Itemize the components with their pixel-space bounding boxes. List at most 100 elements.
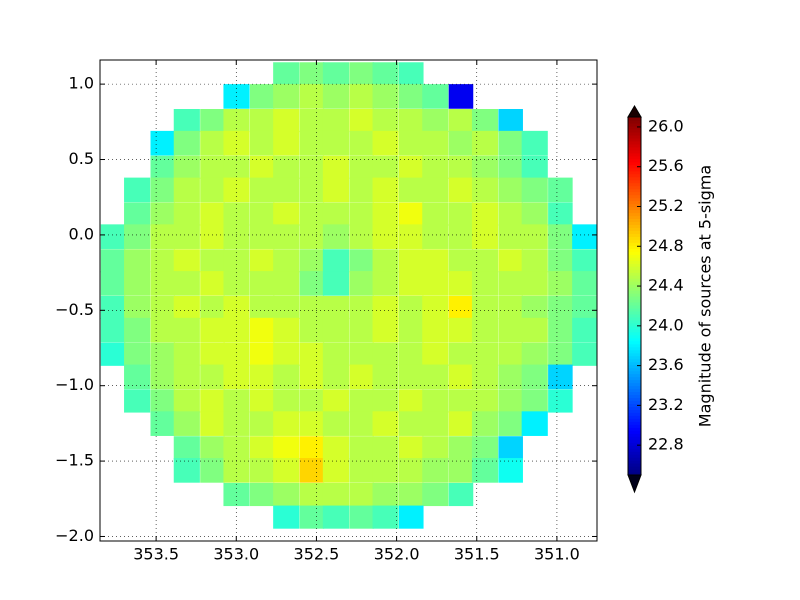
heatmap-cell xyxy=(299,482,325,507)
heatmap-cell xyxy=(399,130,424,156)
heatmap-cell xyxy=(548,202,573,226)
plot-frame xyxy=(99,59,598,542)
colorbar-segment xyxy=(628,200,641,205)
heatmap-cell xyxy=(150,224,176,249)
heatmap-cell xyxy=(349,249,374,273)
colorbar-segment xyxy=(628,361,641,366)
heatmap-cell xyxy=(200,411,225,436)
heatmap-cell xyxy=(173,317,200,343)
heatmap-cell xyxy=(299,364,325,390)
heatmap-cell xyxy=(372,130,399,156)
heatmap-cell xyxy=(422,224,449,249)
colorbar-segment xyxy=(628,436,641,440)
heatmap-cell xyxy=(422,389,449,413)
colorbar-segment xyxy=(628,370,641,375)
colorbar-segment xyxy=(628,433,641,437)
heatmap-cell xyxy=(448,317,474,343)
heatmap-cell xyxy=(572,224,597,249)
heatmap-cell xyxy=(521,295,548,320)
colorbar-segment xyxy=(628,298,641,303)
heatmap-cell xyxy=(349,130,374,156)
heatmap-cell xyxy=(150,342,176,366)
colorbar-segment xyxy=(628,430,641,434)
colorbar-tick-label: 25.2 xyxy=(648,196,684,215)
heatmap-cell xyxy=(498,155,523,179)
heatmap-cell xyxy=(521,130,548,156)
heatmap-cell xyxy=(521,317,548,343)
colorbar-segment xyxy=(628,179,641,184)
heatmap-cell xyxy=(372,436,399,460)
heatmap-cell xyxy=(322,295,349,320)
heatmap-cell xyxy=(349,411,374,436)
heatmap-cell xyxy=(372,317,399,343)
heatmap-cell xyxy=(124,342,151,366)
heatmap-cell xyxy=(249,177,275,203)
heatmap-cell xyxy=(150,295,176,320)
heatmap-cell xyxy=(150,271,176,296)
heatmap-cell xyxy=(498,411,523,436)
heatmap-cell xyxy=(448,155,474,179)
heatmap-cell xyxy=(322,342,349,366)
colorbar-segment xyxy=(628,281,641,285)
heatmap-cell xyxy=(173,155,200,179)
colorbar-segment xyxy=(628,215,641,220)
heatmap-cell xyxy=(150,177,176,203)
heatmap-cell xyxy=(548,317,573,343)
heatmap-cell xyxy=(372,177,399,203)
colorbar-segment xyxy=(628,245,641,249)
heatmap-cell xyxy=(521,389,548,413)
heatmap-cell xyxy=(322,177,349,203)
heatmap-cell xyxy=(249,109,275,133)
heatmap-cell xyxy=(273,342,300,366)
colorbar-segment xyxy=(628,469,641,473)
heatmap-cell xyxy=(200,295,225,320)
heatmap-cell xyxy=(349,202,374,226)
heatmap-cell xyxy=(223,295,250,320)
heatmap-cell xyxy=(273,155,300,179)
colorbar-segment xyxy=(628,352,641,357)
colorbar-segment xyxy=(628,343,641,348)
heatmap-cell xyxy=(173,249,200,273)
heatmap-cell xyxy=(249,271,275,296)
y-tick-label: 0.0 xyxy=(69,224,94,243)
heatmap-cell xyxy=(498,177,523,203)
heatmap-cell xyxy=(548,177,573,203)
heatmap-cell xyxy=(249,202,275,226)
colorbar-segment xyxy=(628,119,641,124)
heatmap-cell xyxy=(124,202,151,226)
heatmap-cell xyxy=(249,436,275,460)
colorbar-segment xyxy=(628,149,641,154)
heatmap-cell xyxy=(223,177,250,203)
heatmap-cell xyxy=(173,224,200,249)
heatmap-cell xyxy=(422,109,449,133)
colorbar-segment xyxy=(628,230,641,234)
colorbar-segment xyxy=(628,373,641,378)
heatmap-cell xyxy=(448,482,474,507)
heatmap-cell xyxy=(448,177,474,203)
colorbar-segment xyxy=(628,403,641,407)
heatmap-cell xyxy=(448,342,474,366)
heatmap-cell xyxy=(448,389,474,413)
heatmap-cell xyxy=(349,295,374,320)
heatmap-cell xyxy=(548,342,573,366)
colorbar-segment xyxy=(628,293,641,297)
heatmap-cell xyxy=(422,202,449,226)
colorbar-tick-label: 26.0 xyxy=(648,116,684,135)
x-tick-label: 353.5 xyxy=(133,545,179,564)
colorbar-segment xyxy=(628,131,641,136)
heatmap-cell xyxy=(273,271,300,296)
colorbar-segment xyxy=(628,176,641,181)
colorbar-label: Magnitude of sources at 5-sigma xyxy=(696,165,715,427)
heatmap-cell xyxy=(124,249,151,273)
heatmap-cell xyxy=(422,411,449,436)
heatmap-cell xyxy=(471,436,499,460)
heatmap-cell xyxy=(322,62,349,86)
colorbar-segment xyxy=(628,379,641,384)
heatmap-cell xyxy=(322,482,349,507)
heatmap-cell xyxy=(273,295,300,320)
heatmap-cell xyxy=(173,177,200,203)
heatmap-cell xyxy=(223,411,250,436)
colorbar-segment xyxy=(628,322,641,327)
heatmap-cell xyxy=(349,342,374,366)
colorbar-segment xyxy=(628,278,641,282)
